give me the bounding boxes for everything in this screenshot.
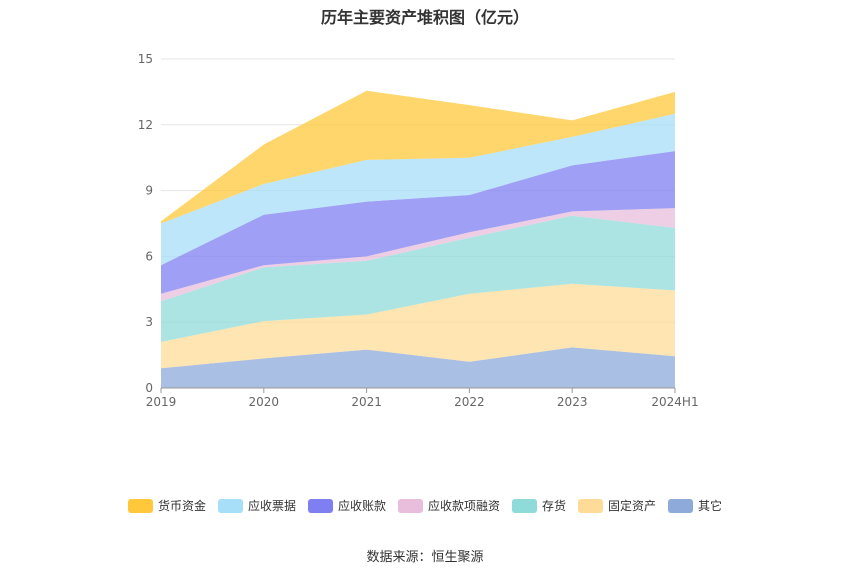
- area-series-0: [161, 347, 675, 388]
- x-tick-label: 2023: [557, 395, 588, 409]
- x-tick-label: 2020: [249, 395, 280, 409]
- source-note: 数据来源：恒生聚源: [366, 550, 484, 565]
- x-tick-label: 2024H1: [651, 395, 698, 409]
- legend-swatch: [397, 498, 423, 513]
- y-tick-label: 6: [145, 249, 153, 263]
- legend-item[interactable]: 应收票据: [217, 497, 296, 514]
- x-tick-label: 2019: [146, 395, 177, 409]
- legend-swatch: [668, 498, 694, 513]
- legend-swatch: [307, 498, 333, 513]
- area-series-4: [161, 151, 675, 294]
- legend-item[interactable]: 应收款项融资: [397, 497, 500, 514]
- legend-label: 应收账款: [337, 499, 386, 513]
- legend-item[interactable]: 货币资金: [127, 497, 206, 514]
- axis-layer: 0 3 6 9 12 15 2019 2020 2021 2022 2023 2024H1: [138, 52, 699, 409]
- x-tick-label: 2022: [454, 395, 485, 409]
- legend-label: 应收票据: [247, 499, 296, 513]
- legend-swatch: [512, 498, 537, 513]
- legend-item[interactable]: 固定资产: [578, 497, 656, 514]
- legend-swatch: [127, 498, 153, 513]
- legend-item[interactable]: 其它: [668, 497, 722, 514]
- legend-label: 货币资金: [157, 499, 206, 513]
- legend-item[interactable]: 存货: [512, 497, 566, 514]
- y-tick-label: 12: [138, 118, 153, 132]
- legend-swatch: [578, 498, 604, 513]
- legend-swatch: [217, 498, 243, 513]
- y-tick-label: 15: [138, 52, 153, 66]
- area-series-6: [161, 90, 675, 224]
- area-series-2: [161, 215, 675, 342]
- y-tick-label: 3: [145, 315, 153, 329]
- legend-item[interactable]: 应收账款: [307, 497, 386, 514]
- legend-label: 其它: [698, 499, 723, 513]
- legend-label: 存货: [542, 499, 567, 513]
- area-series-1: [161, 283, 675, 369]
- x-tick-label: 2021: [351, 395, 382, 409]
- y-tick-label: 9: [145, 184, 153, 198]
- area-layer: [161, 90, 675, 388]
- y-tick-label: 0: [145, 381, 153, 395]
- legend-label: 固定资产: [608, 499, 657, 513]
- legend-label: 应收款项融资: [427, 499, 500, 513]
- chart-title: 历年主要资产堆积图（亿元）: [320, 8, 529, 27]
- area-series-5: [161, 113, 675, 266]
- area-series-3: [161, 208, 675, 302]
- legend: 货币资金 应收票据 应收账款 应收款项融资 存货 固定资产 其它: [0, 497, 850, 514]
